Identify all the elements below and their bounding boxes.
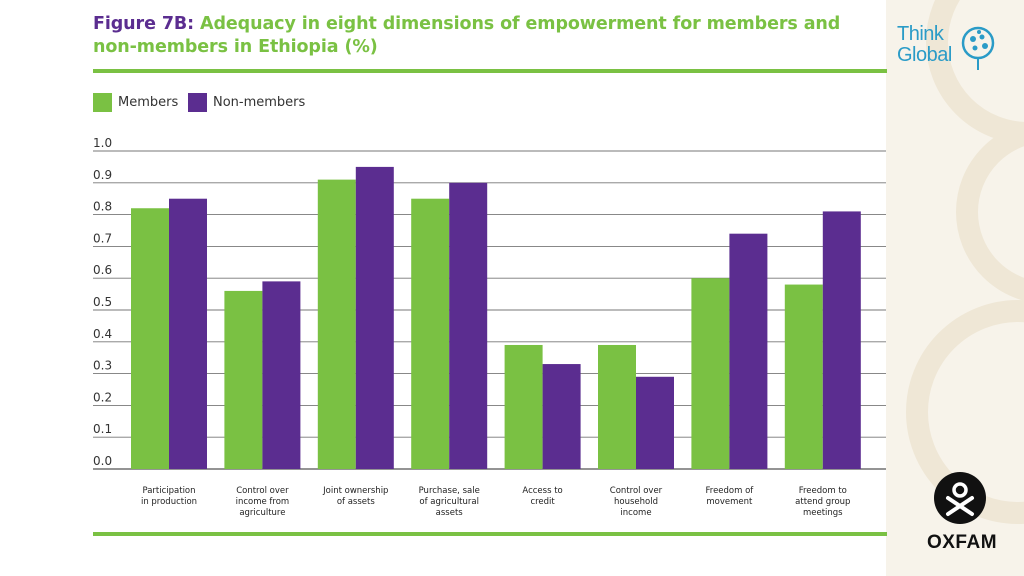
y-tick-label-0.3: 0.3	[93, 359, 112, 373]
y-tick-label-1.0: 1.0	[93, 136, 112, 150]
y-tick-label-0.9: 0.9	[93, 168, 112, 182]
top-divider	[93, 69, 887, 73]
bar-members-0	[131, 208, 169, 470]
figure-prefix: Figure 7B:	[93, 14, 195, 34]
bottom-divider	[93, 532, 887, 536]
legend-label-members: Members	[118, 95, 179, 110]
x-category-label-4: Access to credit	[522, 486, 562, 507]
x-category-label-3: Purchase, sale of agricultural assets	[419, 486, 480, 518]
y-tick-label-0.1: 0.1	[93, 422, 112, 436]
bar-non-members-6	[729, 233, 768, 469]
bar-members-2	[317, 179, 356, 469]
bar-non-members-0	[169, 198, 207, 469]
figure-title: Figure 7B: Adequacy in eight dimensions …	[93, 13, 873, 59]
bar-non-members-5	[636, 376, 674, 469]
bar-non-members-3	[449, 182, 488, 470]
legend-item-non-members: Non-members	[188, 93, 305, 112]
bar-members-5	[598, 344, 636, 469]
figure-title-text: Adequacy in eight dimensions of empowerm…	[93, 14, 841, 57]
bar-non-members-1	[262, 281, 301, 469]
bar-non-members-2	[355, 166, 394, 469]
bar-members-3	[411, 198, 450, 469]
bar-members-7	[784, 284, 823, 469]
think-global-word-2: Global	[897, 44, 952, 66]
y-tick-label-0.0: 0.0	[93, 454, 112, 468]
bar-members-1	[224, 290, 263, 469]
decorative-background	[886, 0, 1024, 576]
bar-non-members-4	[542, 364, 581, 469]
x-category-label-6: Freedom of movement	[705, 486, 754, 507]
x-category-label-1: Control over income from agriculture	[236, 486, 290, 518]
y-tick-label-0.5: 0.5	[93, 295, 112, 309]
think-global-word-1: Think	[897, 23, 944, 45]
x-category-label-5: Control over household income	[610, 486, 663, 518]
y-tick-label-0.8: 0.8	[93, 200, 112, 214]
legend-label-non-members: Non-members	[213, 95, 306, 110]
bar-members-6	[691, 278, 730, 469]
bar-non-members-7	[822, 211, 861, 470]
oxfam-wordmark: OXFAM	[926, 532, 998, 553]
globe-tree-icon	[961, 26, 995, 70]
bar-members-4	[504, 344, 543, 469]
bar-chart: 0.0 0.1 0.2 0.3 0.4 0.5 0.6 0.7 0.8 0.9 1.0 Partici…	[93, 136, 886, 518]
legend-item-members: Members	[93, 93, 178, 112]
think-global-logo: Think Global	[897, 24, 997, 74]
legend-swatch-non-members	[188, 93, 207, 112]
y-tick-label-0.4: 0.4	[93, 327, 112, 341]
y-tick-label-0.2: 0.2	[93, 390, 112, 404]
x-category-label-0: Participation in production	[141, 486, 197, 507]
y-tick-label-0.7: 0.7	[93, 231, 112, 245]
oxfam-mark-icon	[934, 472, 986, 524]
legend-swatch-members	[93, 93, 112, 112]
x-category-label-7: Freedom to attend group meetings	[795, 486, 850, 518]
oxfam-logo: OXFAM	[920, 470, 1004, 560]
y-tick-label-0.6: 0.6	[93, 263, 112, 277]
x-category-label-2: Joint ownership of assets	[322, 486, 388, 507]
